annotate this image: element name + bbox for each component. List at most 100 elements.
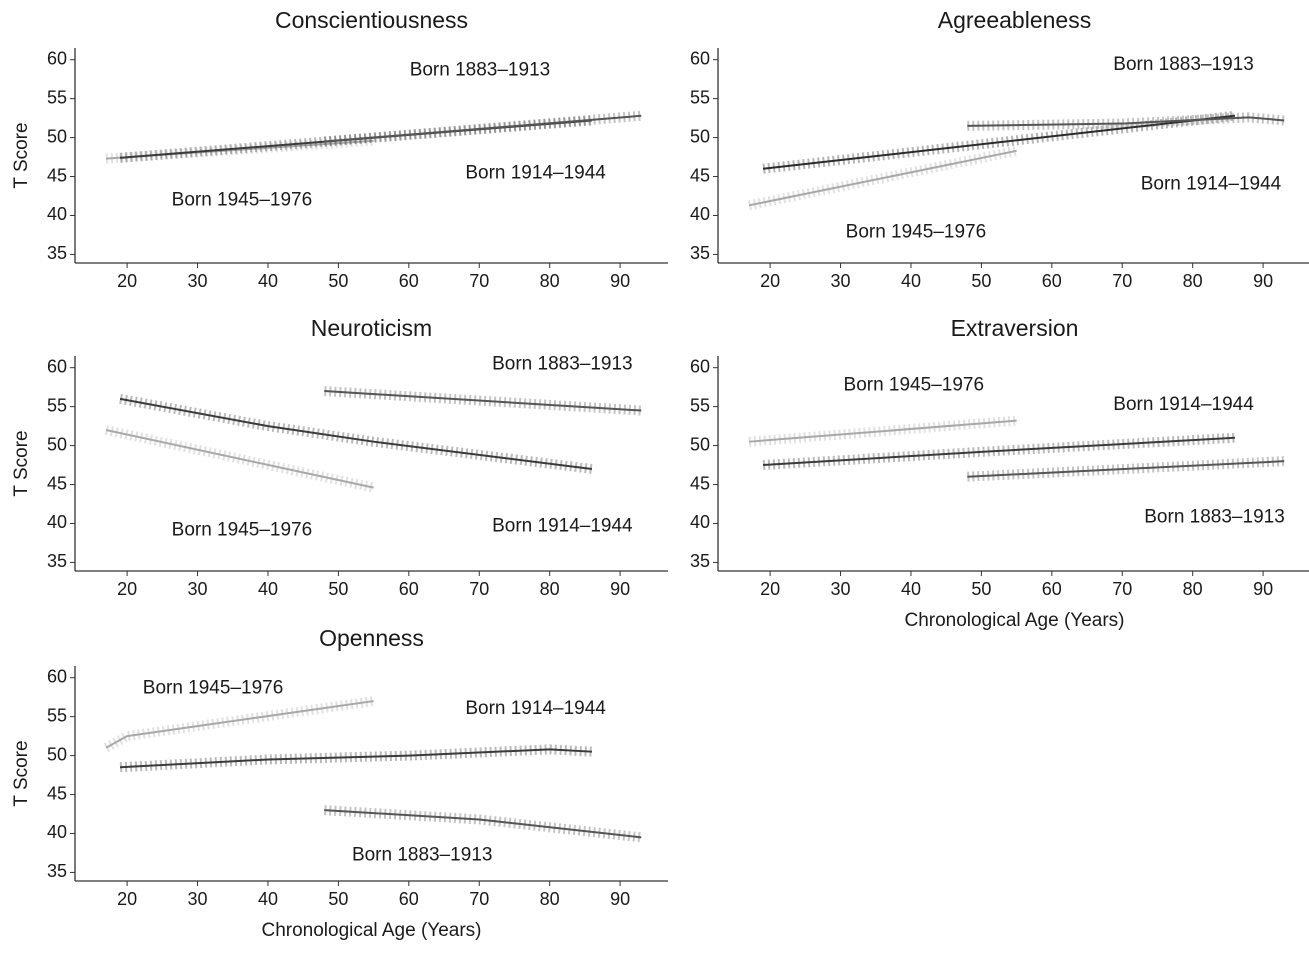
cohort-label: Born 1883–1913: [352, 844, 493, 865]
x-tick-label: 20: [760, 579, 780, 599]
cohort-label: Born 1883–1913: [410, 60, 551, 81]
y-tick-label: 35: [47, 243, 67, 263]
x-tick-label: 60: [399, 271, 419, 291]
x-axis-label: Chronological Age (Years): [261, 920, 481, 941]
cohort-band: [119, 393, 593, 474]
cohort-line: [119, 397, 593, 470]
y-tick-label: 50: [47, 126, 67, 146]
x-tick-label: 90: [1253, 271, 1273, 291]
cohort-label: Born 1883–1913: [1144, 506, 1285, 527]
cohort-label: Born 1945–1976: [172, 520, 313, 541]
y-tick-label: 60: [690, 356, 710, 376]
y-tick-label: 40: [690, 204, 710, 224]
y-tick-label: 50: [47, 434, 67, 454]
x-tick-label: 40: [901, 579, 921, 599]
y-axis-label: T Score: [11, 740, 32, 806]
y-tick-label: 55: [47, 705, 67, 725]
cohort-line: [120, 748, 592, 769]
chart-title: Extraversion: [951, 315, 1079, 341]
y-tick-label: 35: [690, 243, 710, 263]
x-tick-label: 70: [1112, 579, 1132, 599]
x-tick-label: 50: [328, 579, 348, 599]
y-tick-label: 40: [47, 512, 67, 532]
y-axis-label: T Score: [11, 122, 32, 188]
x-tick-label: 40: [901, 271, 921, 291]
y-tick-label: 35: [47, 551, 67, 571]
y-tick-label: 45: [690, 165, 710, 185]
cohort-line: [748, 149, 1017, 207]
y-tick-label: 40: [690, 512, 710, 532]
x-tick-label: 30: [188, 889, 208, 909]
chart-title: Openness: [319, 625, 424, 651]
y-axis-label: T Score: [11, 430, 32, 496]
x-tick-label: 30: [831, 271, 851, 291]
x-tick-label: 50: [971, 271, 991, 291]
x-tick-label: 30: [831, 579, 851, 599]
cohort-line: [967, 116, 1285, 127]
x-axis-label: Chronological Age (Years): [904, 610, 1124, 631]
y-tick-label: 35: [47, 861, 67, 881]
x-tick-label: 80: [1183, 579, 1203, 599]
cohort-line: [763, 436, 1235, 467]
cohort-label: Born 1945–1976: [143, 678, 284, 699]
cohort-band: [119, 744, 593, 773]
x-tick-label: 90: [610, 889, 630, 909]
cohort-label: Born 1883–1913: [1113, 54, 1254, 75]
cohort-line: [324, 809, 642, 839]
y-tick-label: 60: [47, 666, 67, 686]
x-tick-label: 50: [971, 579, 991, 599]
y-tick-label: 45: [47, 165, 67, 185]
cohort-line: [967, 460, 1285, 478]
y-tick-label: 40: [47, 822, 67, 842]
x-tick-label: 70: [469, 271, 489, 291]
cohort-label: Born 1914–1944: [1113, 394, 1254, 415]
x-tick-label: 50: [328, 271, 348, 291]
chart-title: Conscientiousness: [275, 7, 468, 33]
cohort-label: Born 1945–1976: [844, 375, 985, 396]
x-tick-label: 40: [258, 271, 278, 291]
cohort-band: [324, 805, 642, 843]
cohort-label: Born 1914–1944: [1141, 173, 1282, 194]
y-tick-label: 35: [690, 551, 710, 571]
y-tick-label: 55: [47, 87, 67, 107]
x-tick-label: 60: [399, 889, 419, 909]
y-tick-label: 60: [47, 48, 67, 68]
x-tick-label: 40: [258, 579, 278, 599]
cohort-band: [103, 696, 375, 753]
cohort-label: Born 1945–1976: [172, 190, 313, 211]
cohort-line: [762, 114, 1236, 170]
x-tick-label: 90: [610, 579, 630, 599]
y-tick-label: 45: [690, 473, 710, 493]
y-tick-label: 40: [47, 204, 67, 224]
y-tick-label: 60: [690, 48, 710, 68]
cohort-line: [324, 114, 642, 143]
x-tick-label: 60: [399, 579, 419, 599]
cohort-line: [748, 419, 1017, 443]
x-tick-label: 30: [188, 271, 208, 291]
x-tick-label: 90: [610, 271, 630, 291]
x-tick-label: 40: [258, 889, 278, 909]
y-tick-label: 45: [47, 783, 67, 803]
y-tick-label: 50: [690, 126, 710, 146]
y-tick-label: 55: [47, 395, 67, 415]
x-tick-label: 20: [117, 271, 137, 291]
x-tick-label: 80: [540, 889, 560, 909]
cohort-label: Born 1914–1944: [492, 516, 633, 537]
cohort-line: [105, 700, 374, 749]
cohort-line: [105, 429, 374, 489]
x-tick-label: 80: [1183, 271, 1203, 291]
x-tick-label: 60: [1042, 579, 1062, 599]
y-tick-label: 60: [47, 356, 67, 376]
cohort-label: Born 1914–1944: [465, 162, 606, 183]
cohort-line: [324, 390, 642, 412]
x-tick-label: 50: [328, 889, 348, 909]
y-tick-label: 45: [47, 473, 67, 493]
x-tick-label: 30: [188, 579, 208, 599]
x-tick-label: 70: [1112, 271, 1132, 291]
y-tick-label: 50: [690, 434, 710, 454]
x-tick-label: 20: [117, 579, 137, 599]
y-tick-label: 55: [690, 395, 710, 415]
x-tick-label: 80: [540, 579, 560, 599]
